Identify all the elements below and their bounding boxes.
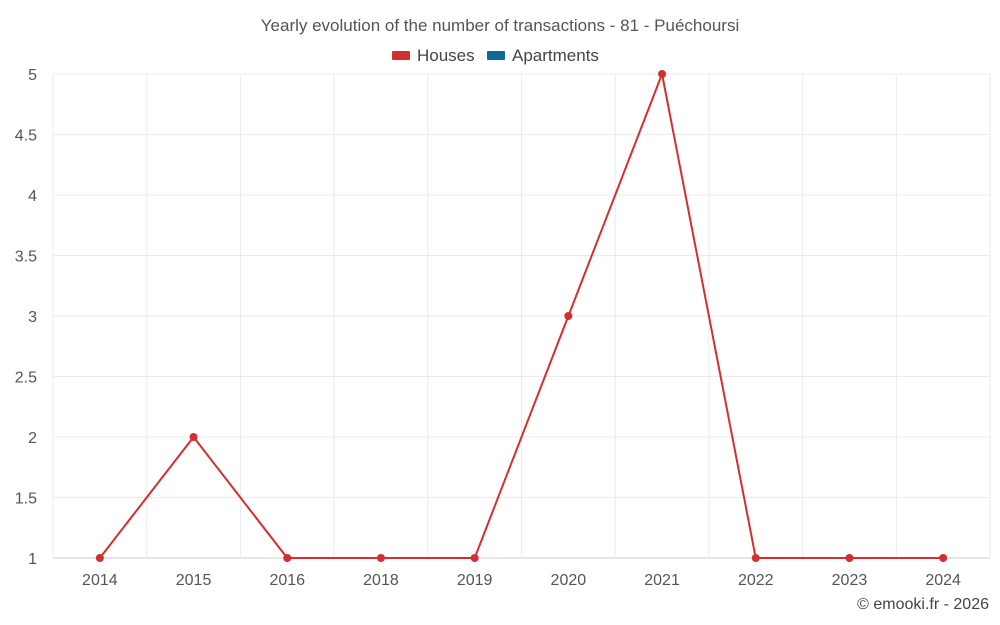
x-tick-label: 2020 <box>551 572 587 589</box>
credit-text: © emooki.fr - 2026 <box>857 596 989 613</box>
y-tick-label: 1 <box>28 551 37 568</box>
legend-swatch-apartments <box>487 51 505 60</box>
y-tick-label: 5 <box>28 67 37 84</box>
data-point-houses[interactable] <box>751 554 760 562</box>
x-tick-label: 2016 <box>269 572 305 589</box>
x-tick-label: 2015 <box>176 572 212 589</box>
legend-label-apartments: Apartments <box>512 46 599 65</box>
series-layer <box>95 70 948 562</box>
x-tick-label: 2023 <box>832 572 868 589</box>
x-tick-label: 2021 <box>644 572 680 589</box>
data-point-houses[interactable] <box>283 554 292 562</box>
x-tick-label: 2019 <box>457 572 493 589</box>
data-point-houses[interactable] <box>939 554 948 562</box>
data-point-houses[interactable] <box>376 554 385 562</box>
data-point-houses[interactable] <box>845 554 854 562</box>
data-point-houses[interactable] <box>95 554 104 562</box>
y-tick-label: 3.5 <box>15 249 37 266</box>
series-line-houses <box>99 73 944 559</box>
grid <box>52 73 991 559</box>
y-tick-label: 1.5 <box>15 491 37 508</box>
data-point-houses[interactable] <box>658 70 667 78</box>
chart-title: Yearly evolution of the number of transa… <box>261 16 739 35</box>
x-tick-label: 2014 <box>82 572 118 589</box>
legend-label-houses: Houses <box>417 46 475 65</box>
data-point-houses[interactable] <box>470 554 479 562</box>
legend-item-apartments[interactable]: Apartments <box>487 46 599 65</box>
data-point-houses[interactable] <box>189 433 198 441</box>
x-tick-label: 2024 <box>925 572 961 589</box>
y-tick-label: 4.5 <box>15 128 37 145</box>
y-axis: 1 1.5 2 2.5 3 3.5 4 4.5 5 <box>15 67 37 568</box>
legend-item-houses[interactable]: Houses <box>392 46 475 65</box>
y-tick-label: 2.5 <box>15 370 37 387</box>
y-tick-label: 2 <box>28 430 37 447</box>
x-tick-label: 2018 <box>363 572 399 589</box>
data-point-houses[interactable] <box>564 312 573 320</box>
legend-swatch-houses <box>392 51 410 60</box>
y-tick-label: 3 <box>28 309 37 326</box>
x-axis: 2014 2015 2016 2018 2019 2020 2021 2022 2023 2024 <box>82 572 961 589</box>
y-tick-label: 4 <box>28 188 37 205</box>
legend: Houses Apartments <box>392 46 599 65</box>
x-tick-label: 2022 <box>738 572 774 589</box>
